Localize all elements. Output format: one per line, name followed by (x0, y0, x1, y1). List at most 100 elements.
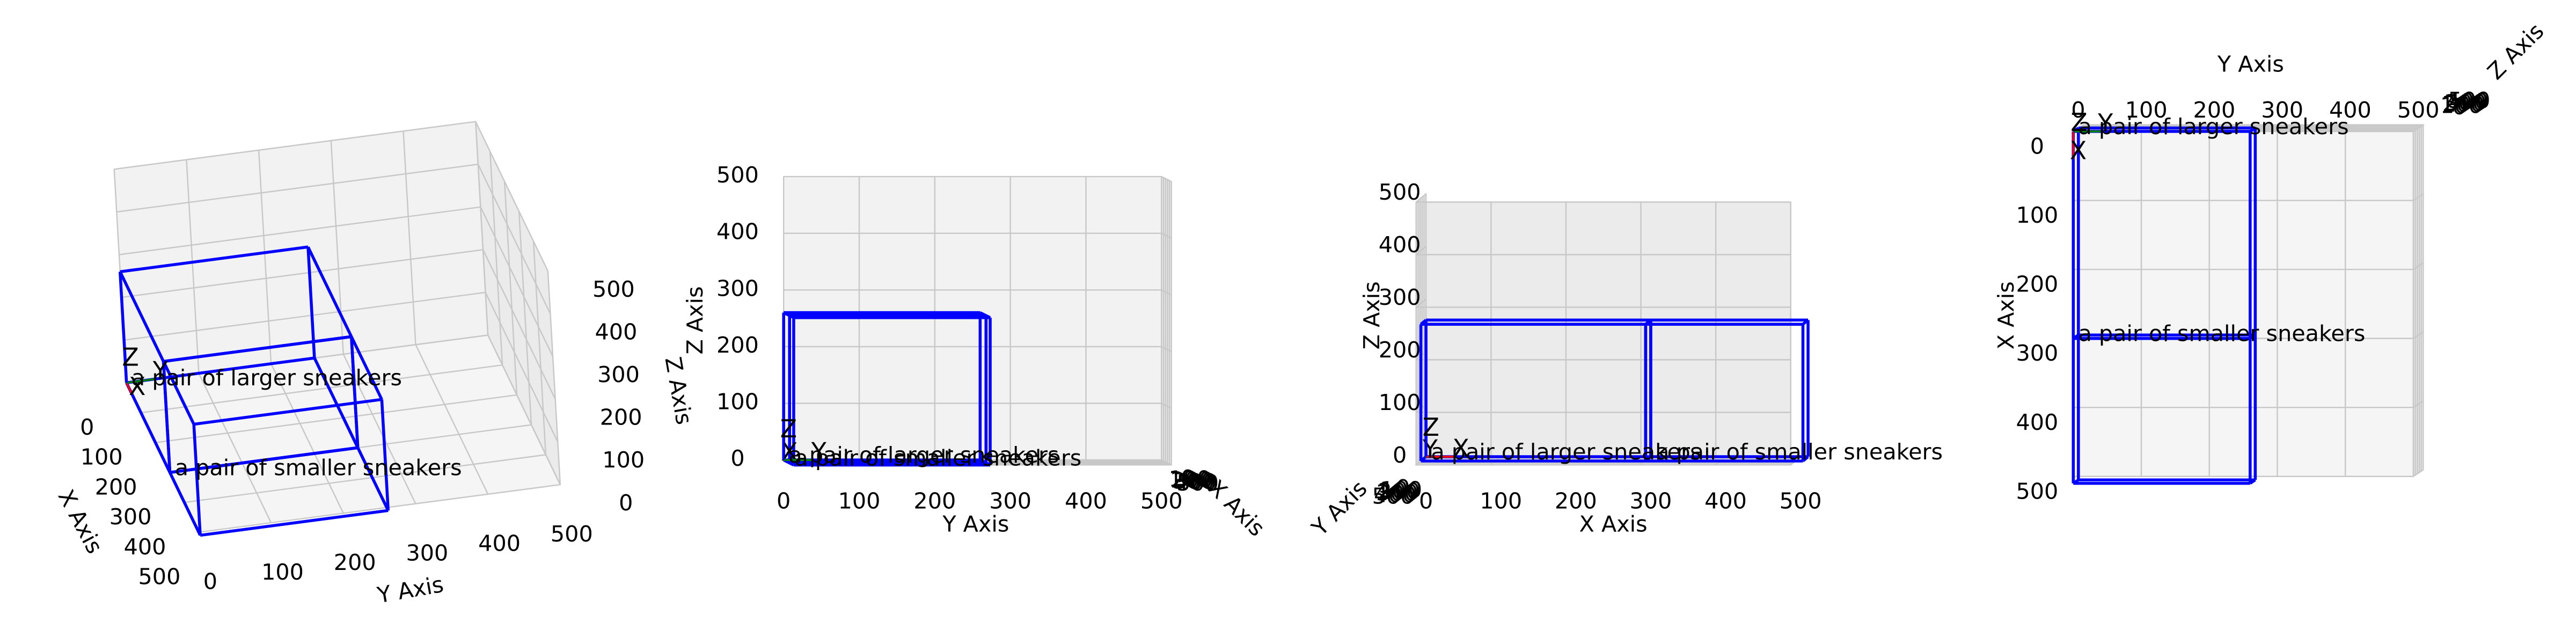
y-tick-label: 300 (989, 488, 1031, 514)
z-tick-label: 400 (595, 319, 638, 345)
y-axis-label: Y Axis (1306, 475, 1372, 541)
grid-line (1415, 298, 1426, 308)
z-tick-label: 300 (716, 275, 759, 301)
y-tick-label: 300 (2261, 97, 2303, 123)
x-tick-label: 0 (1181, 465, 1195, 491)
z-tick-label: 500 (1379, 179, 1421, 205)
z-tick-label: 400 (1379, 232, 1421, 258)
y-tick-label: 500 (551, 521, 593, 547)
grid-line (487, 334, 561, 485)
x-tick-label: 400 (124, 534, 166, 560)
z-tick-label: 200 (2442, 91, 2485, 117)
grid-line (119, 206, 481, 255)
x-tick-label: 300 (1173, 468, 1215, 494)
grid-line (1085, 459, 1096, 466)
x-axis-label: X Axis (1203, 475, 1270, 541)
x-tick-label: 100 (2016, 202, 2058, 228)
y-tick-label: 200 (334, 550, 376, 575)
x-tick-label: 400 (1175, 469, 1217, 495)
grid-line (1415, 246, 1426, 255)
y-axis-label: Y Axis (2217, 51, 2284, 77)
grid-line (270, 363, 344, 514)
x-tick-label: 200 (2016, 272, 2058, 297)
pane (2073, 130, 2414, 477)
z-axis-label: Z Axis (2483, 18, 2549, 85)
grid-line (415, 344, 489, 495)
y-tick-label: 100 (838, 488, 881, 514)
grid-line (1161, 289, 1172, 296)
annotation: a pair of larger sneakers (131, 365, 402, 391)
x-tick-label: 500 (2016, 478, 2058, 504)
z-tick-label: 400 (2446, 89, 2489, 114)
x-tick-label: 500 (1780, 488, 1822, 514)
axis-marker: X (129, 372, 145, 401)
grid-line (1161, 175, 1172, 182)
z-tick-label: 300 (1379, 284, 1421, 310)
axis-arrow (126, 382, 134, 396)
grid-line (184, 454, 546, 503)
grid-line (1161, 346, 1172, 353)
y-tick-label: 200 (2193, 97, 2235, 123)
y-tick-label: 100 (2125, 97, 2168, 123)
x-tick-label: 200 (1555, 488, 1597, 514)
axis-marker: Y (2097, 108, 2113, 137)
z-tick-label: 500 (592, 276, 635, 302)
grid-line (475, 121, 549, 272)
axis-marker: X (2070, 136, 2087, 165)
z-tick-label: 200 (1379, 337, 1421, 363)
z-tick-label: 0 (2453, 94, 2467, 120)
x-tick-label: 200 (1170, 467, 1213, 493)
axis-marker: Z (2070, 108, 2087, 137)
y-tick-label: 500 (1372, 484, 1414, 509)
y-tick-label: 200 (1378, 478, 1421, 504)
y-tick-label: 0 (777, 488, 791, 514)
x-axis-label: X Axis (1579, 511, 1648, 537)
box (162, 335, 390, 537)
z-tick-label: 200 (716, 332, 759, 358)
x-tick-label: 300 (109, 504, 152, 530)
axis-marker: X (1452, 434, 1469, 463)
x-axis-label: X Axis (1993, 281, 2019, 349)
annotation: a pair of smaller sneakers (175, 455, 462, 480)
annotation: a pair of smaller sneakers (1656, 439, 1943, 465)
annotation: a pair of smaller sneakers (794, 445, 1081, 471)
y-tick-label: 0 (2071, 97, 2085, 123)
z-tick-label: 400 (716, 219, 759, 245)
grid-line (503, 181, 518, 395)
z-tick-label: 0 (1393, 442, 1407, 468)
grid-line (342, 354, 416, 504)
z-axis-label: Z Axis (660, 355, 697, 427)
box (2072, 333, 2257, 485)
grid-line (123, 291, 486, 341)
z-tick-label: 300 (2444, 90, 2486, 116)
z-tick-label: 100 (2440, 93, 2483, 119)
z-tick-label: 0 (730, 445, 744, 471)
y-tick-label: 500 (1140, 488, 1183, 514)
y-tick-label: 0 (203, 569, 217, 595)
box (1644, 318, 1810, 463)
grid-line (141, 364, 503, 414)
y-tick-label: 300 (406, 540, 448, 566)
x-tick-label: 100 (80, 444, 123, 470)
y-tick-label: 500 (2397, 97, 2440, 123)
x-tick-label: 0 (80, 414, 94, 440)
z-tick-label: 100 (602, 447, 645, 473)
z-axis-label: Z Axis (1359, 281, 1385, 349)
pane (1415, 201, 1791, 466)
y-axis-label: Y Axis (375, 572, 446, 609)
x-tick-label: 400 (1704, 488, 1747, 514)
x-tick-label: 0 (2030, 134, 2044, 159)
axis-marker: Y (1422, 435, 1438, 464)
x-tick-label: 500 (138, 564, 181, 590)
grid-line (155, 394, 517, 443)
z-tick-label: 100 (716, 389, 759, 415)
y-tick-label: 100 (1380, 477, 1422, 502)
grid-line (258, 150, 272, 364)
grid-line (482, 249, 556, 400)
annotation: a pair of smaller sneakers (2078, 320, 2365, 346)
